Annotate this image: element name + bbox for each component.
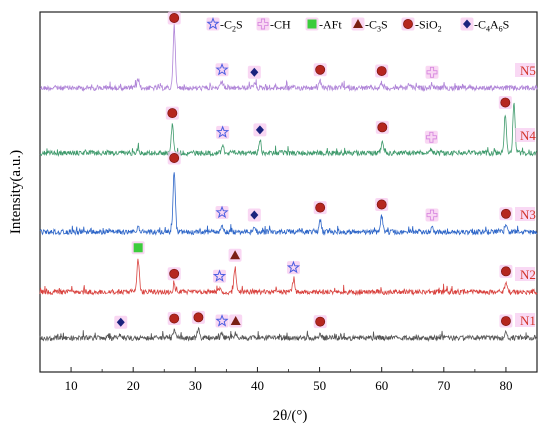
- peak-marker-circle-n3: [167, 151, 181, 165]
- peak-marker-star-n2: [212, 269, 227, 283]
- trace-n4: [39, 102, 538, 157]
- legend-item-square: -AFt: [305, 17, 342, 32]
- peak-marker-circle-n4: [498, 96, 512, 110]
- legend-label: -C4A6S: [474, 18, 509, 34]
- series-name: N1: [520, 313, 536, 328]
- peak-marker-diamond-n4: [253, 123, 267, 137]
- peak-marker-star-n1: [215, 314, 229, 328]
- series-label-n4: N4: [515, 128, 536, 143]
- legend-item-star: -C2S: [206, 17, 243, 34]
- series-label-n5: N5: [515, 63, 536, 78]
- legend-marker-square: [305, 17, 319, 31]
- peak-marker-circle-n1: [167, 312, 181, 326]
- peak-marker-triangle-n2: [228, 248, 242, 262]
- legend-label: -C3S: [365, 18, 388, 34]
- legend-marker-star: [206, 17, 220, 31]
- markers-layer: N5 N4 N3 N2 N1: [114, 11, 536, 329]
- peak-marker-circle-n5: [375, 64, 389, 78]
- peak-marker-circle-n3: [499, 207, 513, 221]
- series-name: N2: [520, 267, 536, 282]
- peak-marker-diamond-n1: [114, 315, 128, 329]
- peak-marker-star-n4: [216, 125, 230, 139]
- peak-marker-circle-n3: [313, 201, 327, 215]
- peak-marker-star-n2: [286, 260, 301, 275]
- peak-marker-star-n3: [215, 205, 229, 220]
- x-tick-label: 50: [313, 378, 326, 393]
- peak-marker-circle-n1: [191, 310, 205, 324]
- peak-marker-circle-n1: [499, 314, 513, 328]
- x-tick-label: 20: [127, 378, 140, 393]
- peak-marker-diamond-n5: [247, 65, 261, 79]
- series-name: N3: [520, 207, 536, 222]
- peak-marker-circle-n2: [499, 264, 513, 278]
- peak-marker-square-n2: [131, 241, 145, 255]
- legend-marker-circle: [401, 17, 415, 31]
- x-tick-label: 30: [189, 378, 202, 393]
- legend-item-circle: -SiO2: [401, 17, 442, 34]
- legend-item-diamond: -C4A6S: [460, 17, 509, 34]
- series-label-n1: N1: [515, 313, 536, 328]
- peak-marker-circle-n4: [165, 106, 179, 120]
- peak-marker-triangle-n1: [229, 314, 243, 328]
- x-axis-title: 2θ/(°): [273, 408, 308, 424]
- traces-layer: [39, 23, 538, 342]
- legend-marker-cross: [256, 17, 270, 31]
- x-tick-label: 10: [65, 378, 78, 393]
- peak-marker-circle-n5: [313, 63, 327, 77]
- peak-marker-cross-n4: [424, 130, 438, 144]
- trace-n5: [39, 23, 538, 93]
- peak-marker-circle-n2: [167, 267, 181, 281]
- series-name: N4: [520, 128, 536, 143]
- y-axis-title: Intensity(a.u.): [8, 150, 24, 234]
- peak-marker-circle-n4: [375, 120, 389, 134]
- trace-n1: [39, 326, 538, 342]
- x-tick-label: 60: [375, 378, 388, 393]
- legend-item-cross: -CH: [256, 17, 291, 32]
- x-tick-label: 70: [437, 378, 450, 393]
- x-tick-label: 80: [499, 378, 512, 393]
- x-tick-label: 40: [251, 378, 264, 393]
- legend-item-triangle: -C3S: [351, 17, 388, 34]
- legend-label: -AFt: [319, 18, 342, 32]
- trace-n3: [39, 172, 538, 236]
- legend-label: -CH: [270, 18, 291, 32]
- legend: -C2S -CH -AFt -C3S -SiO2 -C4A6S: [206, 17, 509, 34]
- peak-marker-cross-n5: [425, 65, 439, 79]
- legend-label: -SiO2: [415, 18, 442, 34]
- legend-marker-diamond: [460, 17, 474, 31]
- series-label-n2: N2: [515, 267, 536, 282]
- peak-marker-circle-n5: [167, 11, 181, 25]
- peak-marker-circle-n3: [375, 198, 389, 211]
- x-axis: 10 20 30 40 50 60 70 80: [39, 367, 538, 393]
- series-label-n3: N3: [515, 207, 536, 222]
- peak-marker-diamond-n3: [247, 208, 261, 222]
- trace-n2: [39, 258, 538, 296]
- series-name: N5: [520, 63, 536, 78]
- peak-marker-star-n5: [215, 62, 229, 77]
- peak-marker-cross-n3: [425, 208, 439, 222]
- peak-marker-circle-n1: [313, 315, 327, 329]
- legend-marker-triangle: [351, 17, 365, 31]
- legend-label: -C2S: [220, 18, 243, 34]
